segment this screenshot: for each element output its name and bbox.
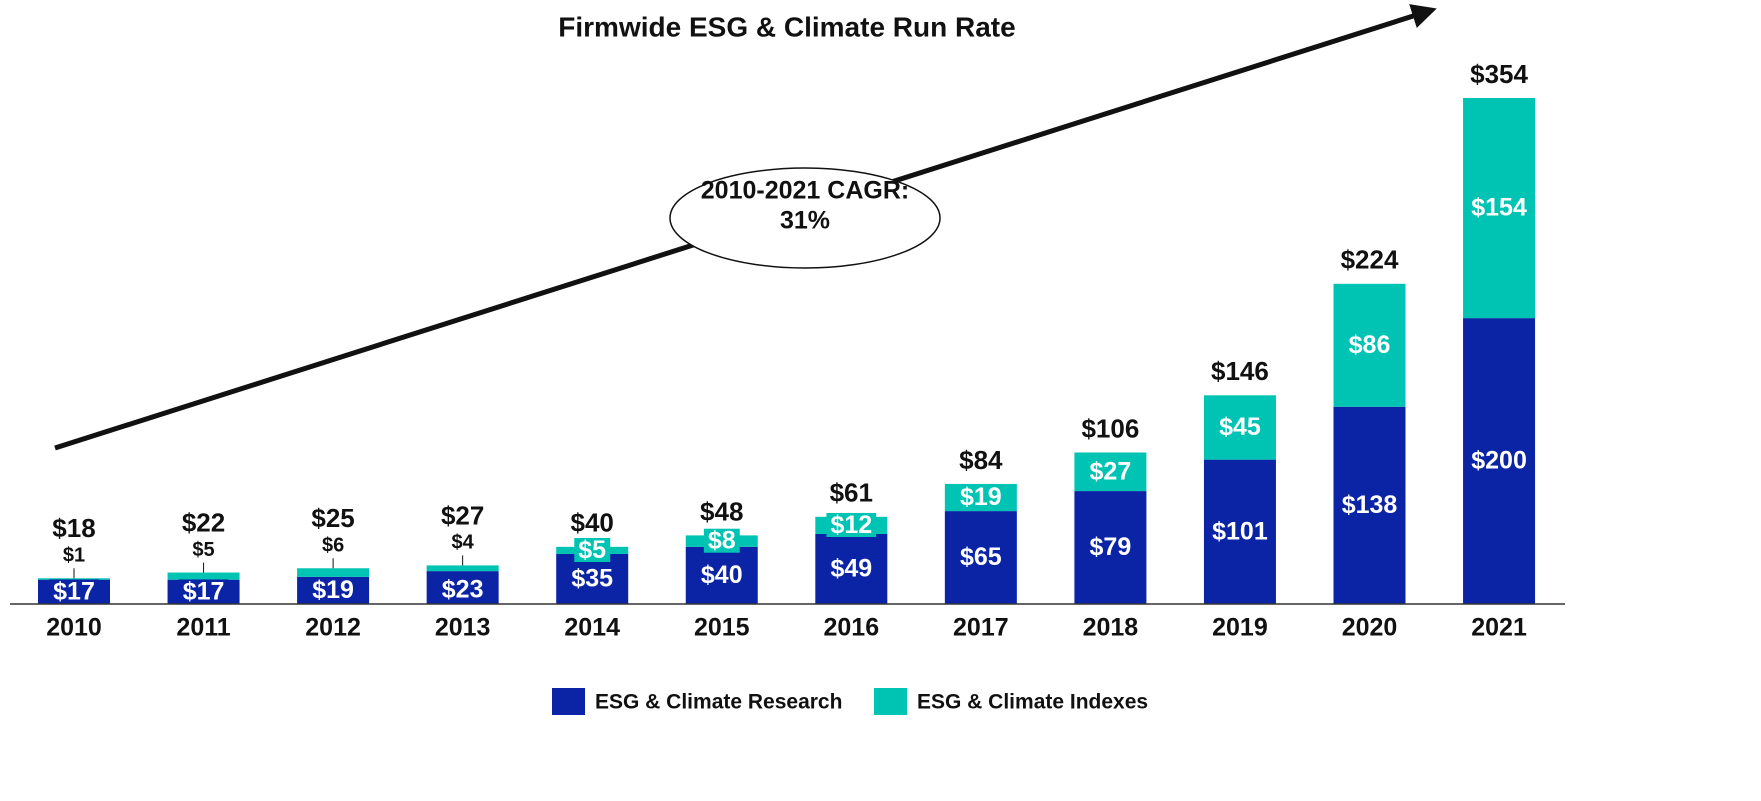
value-label: $45 <box>1219 413 1261 441</box>
value-label: $49 <box>830 555 872 583</box>
label-background <box>567 566 618 591</box>
value-label: $101 <box>1212 517 1268 545</box>
annotation: 31% <box>780 207 830 235</box>
legend: ESG & Climate Research ESG & Climate Inde… <box>552 688 1148 715</box>
label-background <box>1085 459 1136 484</box>
total-label: $354 <box>1470 59 1528 89</box>
label-background <box>1085 535 1136 560</box>
label-background <box>437 577 488 602</box>
legend-swatch <box>552 688 585 715</box>
bars: 2010$17$1$182011$17$5$222012$19$6$252013… <box>38 59 1536 642</box>
total-label: $27 <box>441 500 484 530</box>
label-background <box>1337 492 1402 517</box>
legend-swatch <box>874 688 907 715</box>
label-background <box>574 538 611 563</box>
label-background <box>955 485 1006 510</box>
x-tick-label: 2020 <box>1342 614 1398 642</box>
value-label: $35 <box>571 565 613 593</box>
annotation-ellipse <box>669 167 941 269</box>
total-label: $224 <box>1341 245 1399 275</box>
total-label: $18 <box>52 513 95 543</box>
total-label: $48 <box>700 496 743 526</box>
x-tick-label: 2011 <box>176 614 230 642</box>
label-background <box>178 579 229 604</box>
value-label: $65 <box>960 543 1002 571</box>
value-label: $5 <box>192 539 214 561</box>
label-background <box>1467 195 1531 220</box>
x-tick-label: 2021 <box>1471 614 1527 642</box>
label-background <box>955 545 1006 570</box>
label-background <box>826 556 877 581</box>
value-label: $1 <box>63 545 85 567</box>
value-label: $154 <box>1471 194 1527 222</box>
label-background <box>826 512 877 537</box>
value-label: $19 <box>312 576 354 604</box>
label-background <box>1208 519 1272 544</box>
legend-label: ESG & Climate Indexes <box>917 691 1148 714</box>
value-label: $6 <box>322 535 344 557</box>
value-label: $19 <box>960 483 1002 511</box>
value-label: $17 <box>53 577 95 605</box>
label-background <box>1467 448 1531 473</box>
value-label: $12 <box>830 511 872 539</box>
value-label: $79 <box>1090 533 1132 561</box>
value-label: $17 <box>183 577 225 605</box>
bar-segment <box>167 572 240 580</box>
label-background <box>308 578 358 603</box>
value-label: $138 <box>1342 491 1398 519</box>
total-label: $84 <box>959 445 1003 475</box>
x-tick-label: 2016 <box>823 614 879 642</box>
label-background <box>1215 415 1265 440</box>
value-label: $40 <box>701 561 743 589</box>
total-label: $40 <box>571 508 614 538</box>
total-label: $25 <box>311 503 354 533</box>
total-label: $61 <box>830 478 873 508</box>
label-background <box>703 528 740 553</box>
value-label: $23 <box>442 576 484 604</box>
x-tick-label: 2010 <box>46 614 102 642</box>
x-tick-label: 2013 <box>435 614 491 642</box>
value-label: $8 <box>708 527 736 555</box>
total-label: $106 <box>1081 413 1139 443</box>
x-tick-label: 2012 <box>305 614 361 642</box>
value-label: $27 <box>1090 457 1132 485</box>
total-label: $22 <box>182 507 225 537</box>
label-background <box>696 563 747 588</box>
legend-label: ESG & Climate Research <box>595 691 842 714</box>
value-label: $86 <box>1349 331 1391 359</box>
x-tick-label: 2019 <box>1212 614 1268 642</box>
x-tick-label: 2017 <box>953 614 1009 642</box>
bar-segment <box>426 565 499 572</box>
annotation: 2010-2021 CAGR: <box>701 177 909 205</box>
label-background <box>1344 332 1395 357</box>
bar-segment <box>297 568 370 577</box>
value-label: $200 <box>1471 447 1527 475</box>
value-label: $5 <box>578 536 606 564</box>
total-label: $146 <box>1211 356 1269 386</box>
chart-title: Firmwide ESG & Climate Run Rate <box>558 11 1015 42</box>
value-label: $4 <box>452 532 475 554</box>
bar-segment <box>38 578 110 580</box>
label-background <box>49 579 99 604</box>
x-tick-label: 2015 <box>694 614 750 642</box>
x-tick-label: 2014 <box>564 614 620 642</box>
x-tick-label: 2018 <box>1083 614 1139 642</box>
